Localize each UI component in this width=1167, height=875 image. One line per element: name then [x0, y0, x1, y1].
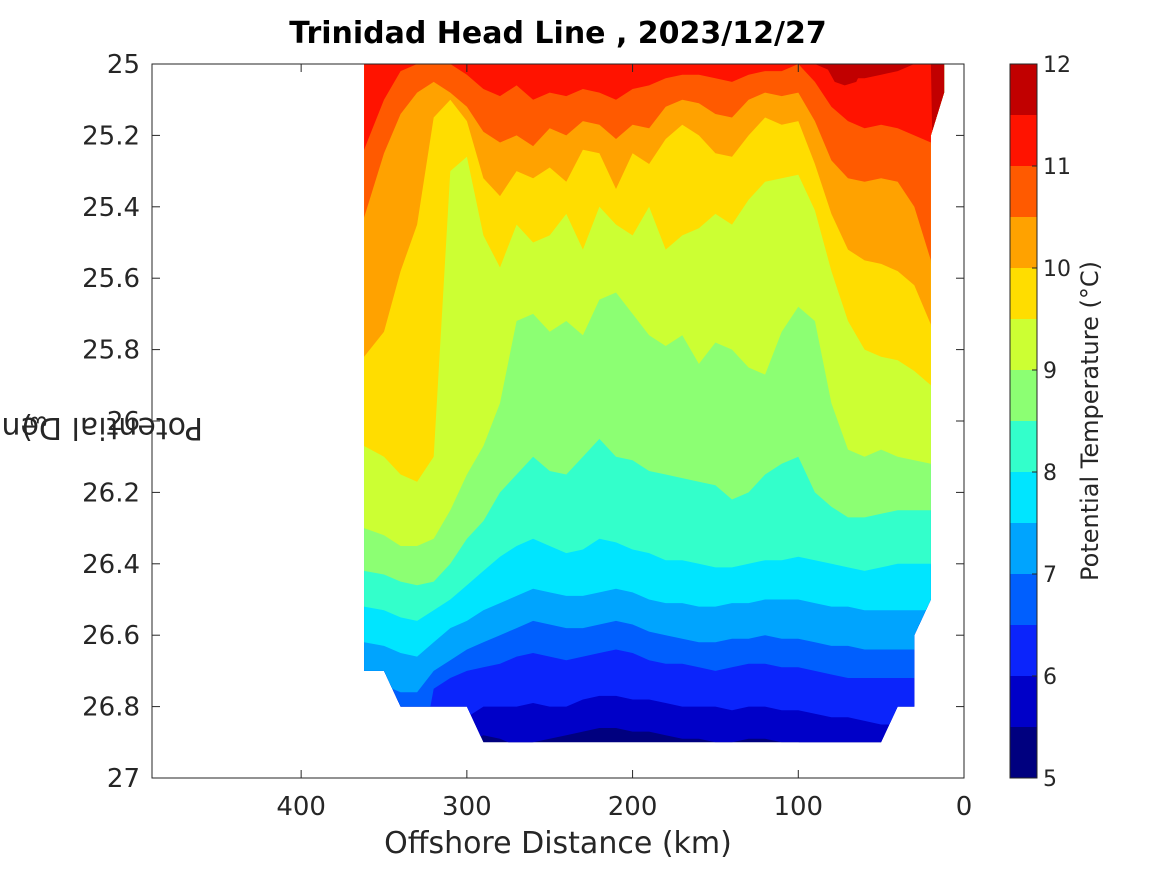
colorbar-segment — [1010, 574, 1037, 625]
contour-band-9 — [364, 64, 945, 743]
y-tick-label: 25.2 — [82, 121, 140, 151]
colorbar-segment — [1010, 115, 1037, 166]
colorbar-segment — [1010, 64, 1037, 115]
colorbar: 5 6 7 8 9 10 11 12 — [1009, 53, 1071, 792]
x-axis: 400 300 200 100 0 — [276, 64, 972, 822]
contour-band-warm-core — [824, 64, 865, 86]
x-tick-label: 0 — [956, 792, 973, 822]
colorbar-segment — [1010, 166, 1037, 217]
x-tick-label: 400 — [276, 792, 326, 822]
y-tick-label: 26.4 — [82, 550, 140, 580]
y-tick-label: 26.2 — [82, 478, 140, 508]
colorbar-tick-label: 5 — [1043, 767, 1057, 792]
x-tick-label: 100 — [773, 792, 823, 822]
colorbar-segment — [1010, 319, 1037, 370]
colorbar-tick-label: 7 — [1043, 563, 1057, 588]
y-tick-label: 25.6 — [82, 264, 140, 294]
colorbar-tick-label: 8 — [1043, 461, 1057, 486]
y-tick-label: 25.4 — [82, 193, 140, 223]
colorbar-segment — [1010, 676, 1037, 727]
y-tick-label: 26.6 — [82, 621, 140, 651]
y-tick-label: 25 — [107, 50, 140, 80]
colorbar-segment — [1010, 523, 1037, 574]
colorbar-tick-label: 12 — [1043, 53, 1071, 78]
contour-layer — [364, 64, 945, 743]
colorbar-segment — [1010, 625, 1037, 676]
colorbar-segment — [1010, 727, 1037, 778]
colorbar-segment — [1010, 268, 1037, 319]
colorbar-segment — [1010, 472, 1037, 523]
y-tick-label: 26.8 — [82, 693, 140, 723]
y-tick-label: 26 — [107, 407, 140, 437]
colorbar-tick-label: 9 — [1043, 359, 1057, 384]
chart-title: Trinidad Head Line , 2023/12/27 — [289, 16, 827, 51]
x-tick-label: 200 — [608, 792, 658, 822]
colorbar-tick-label: 6 — [1043, 665, 1057, 690]
x-axis-label: Offshore Distance (km) — [384, 826, 732, 861]
colorbar-segment — [1010, 421, 1037, 472]
colorbar-segment — [1010, 217, 1037, 268]
colorbar-frame — [1009, 63, 1038, 779]
colorbar-segment — [1010, 370, 1037, 421]
y-tick-label: 27 — [107, 764, 140, 794]
x-tick-label: 300 — [442, 792, 492, 822]
colorbar-tick-label: 11 — [1043, 155, 1071, 180]
colorbar-tick-label: 10 — [1043, 257, 1071, 282]
contour-band-10.5 — [364, 64, 945, 743]
y-tick-label: 25.8 — [82, 336, 140, 366]
y-axis: 25 25.2 25.4 25.6 25.8 26 26.2 26.4 26.6 26.8 27 — [82, 50, 964, 794]
